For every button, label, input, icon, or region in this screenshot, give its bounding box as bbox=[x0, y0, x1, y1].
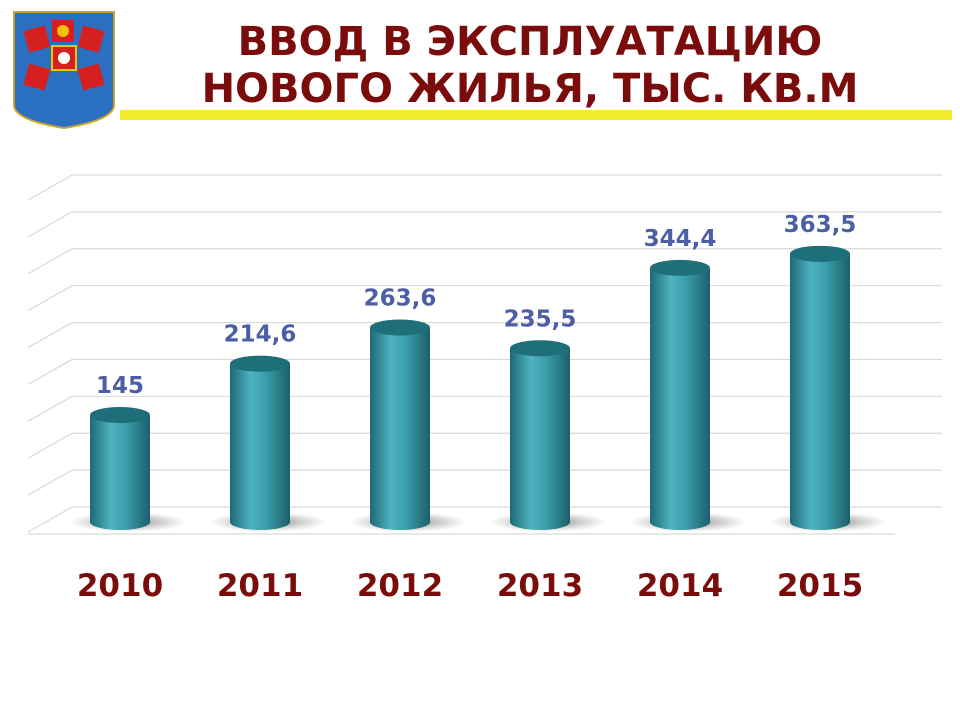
value-label: 263,6 bbox=[364, 286, 437, 312]
bar-body bbox=[650, 267, 710, 530]
bar bbox=[90, 407, 150, 530]
bar-top bbox=[790, 245, 850, 262]
x-tick-label: 2013 bbox=[497, 568, 583, 604]
grid-line bbox=[27, 174, 73, 201]
bar-body bbox=[510, 348, 570, 530]
bar bbox=[370, 319, 430, 530]
value-label: 344,4 bbox=[644, 226, 717, 252]
bar-top bbox=[370, 319, 430, 336]
grid-line bbox=[27, 211, 73, 238]
bars: 145 2010 214,6 2011 263,6 2012 235,5 2013 344,4 2… bbox=[68, 212, 888, 604]
grid-line bbox=[27, 469, 73, 496]
chart-title: НОВОГО ЖИЛЬЯ, ТЫС. КВ.М bbox=[202, 66, 859, 112]
chart-title: ВВОД В ЭКСПЛУАТАЦИЮ bbox=[238, 19, 823, 65]
x-tick-label: 2015 bbox=[777, 568, 863, 604]
value-label: 214,6 bbox=[224, 322, 297, 348]
grid-line bbox=[27, 285, 73, 312]
x-tick-label: 2012 bbox=[357, 568, 443, 604]
bar-top bbox=[510, 340, 570, 357]
bar-body bbox=[230, 363, 290, 530]
bar-top bbox=[230, 355, 290, 372]
grid-line bbox=[27, 358, 73, 385]
bar-top bbox=[90, 407, 150, 424]
bar bbox=[510, 340, 570, 530]
value-label: 363,5 bbox=[784, 212, 857, 238]
grid-line bbox=[27, 432, 73, 459]
grid-line bbox=[27, 506, 73, 533]
coat-of-arms bbox=[13, 11, 115, 130]
grid-line bbox=[27, 248, 73, 275]
title-underline bbox=[120, 110, 952, 120]
bar bbox=[230, 355, 290, 530]
value-label: 145 bbox=[96, 373, 144, 399]
value-label: 235,5 bbox=[504, 306, 577, 332]
x-tick-label: 2011 bbox=[217, 568, 303, 604]
grid-line bbox=[27, 395, 73, 422]
bar-body bbox=[370, 327, 430, 530]
bar bbox=[650, 259, 710, 530]
grid-line bbox=[27, 322, 73, 349]
bar-top bbox=[650, 259, 710, 276]
bar-body bbox=[790, 253, 850, 530]
x-tick-label: 2014 bbox=[637, 568, 723, 604]
bar bbox=[790, 245, 850, 530]
bar-body bbox=[90, 415, 150, 530]
x-tick-label: 2010 bbox=[77, 568, 163, 604]
